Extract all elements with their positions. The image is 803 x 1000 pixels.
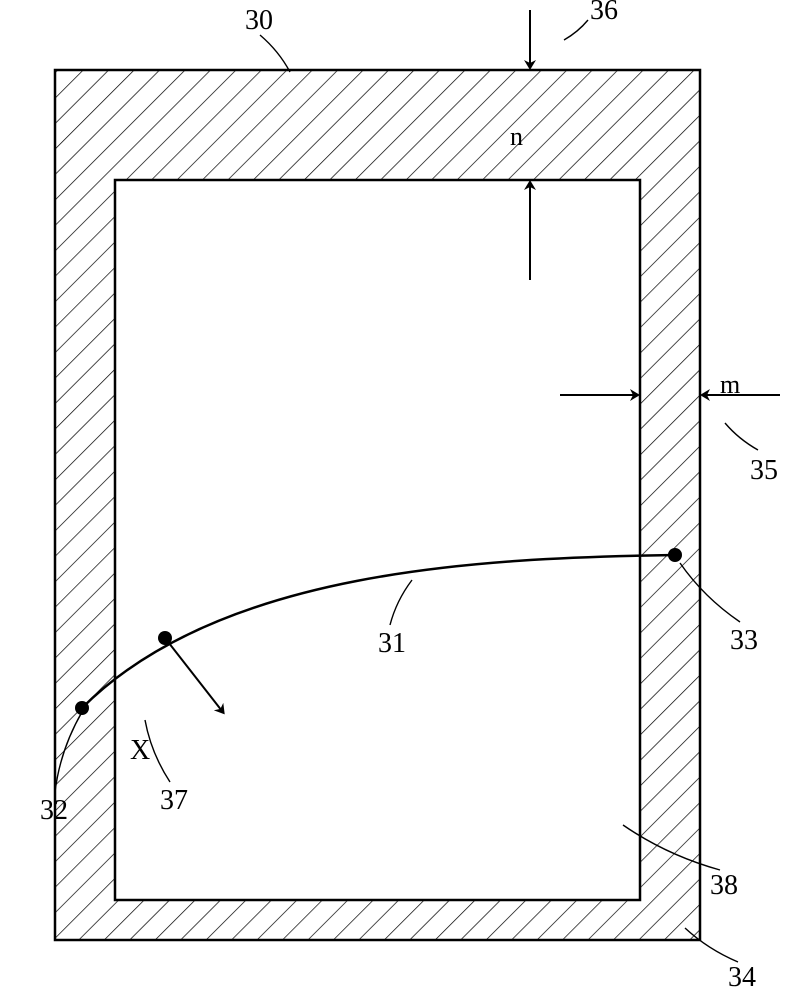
callout-label-36: 36 — [590, 0, 618, 27]
label-X: X — [130, 735, 150, 767]
callout-label-38: 38 — [710, 870, 738, 902]
leader-30 — [260, 35, 290, 72]
callout-label-32: 32 — [40, 795, 68, 827]
leader-35 — [725, 423, 758, 450]
diagram-canvas — [0, 0, 803, 1000]
hatched-frame — [55, 70, 700, 940]
leader-36 — [564, 20, 588, 40]
point-33 — [668, 548, 682, 562]
callout-label-34: 34 — [728, 962, 756, 994]
callout-label-30: 30 — [245, 5, 273, 37]
callout-label-37: 37 — [160, 785, 188, 817]
label-n: n — [510, 122, 523, 152]
callout-label-33: 33 — [730, 625, 758, 657]
label-m: m — [720, 370, 740, 400]
callout-label-31: 31 — [378, 628, 406, 660]
callout-label-35: 35 — [750, 455, 778, 487]
